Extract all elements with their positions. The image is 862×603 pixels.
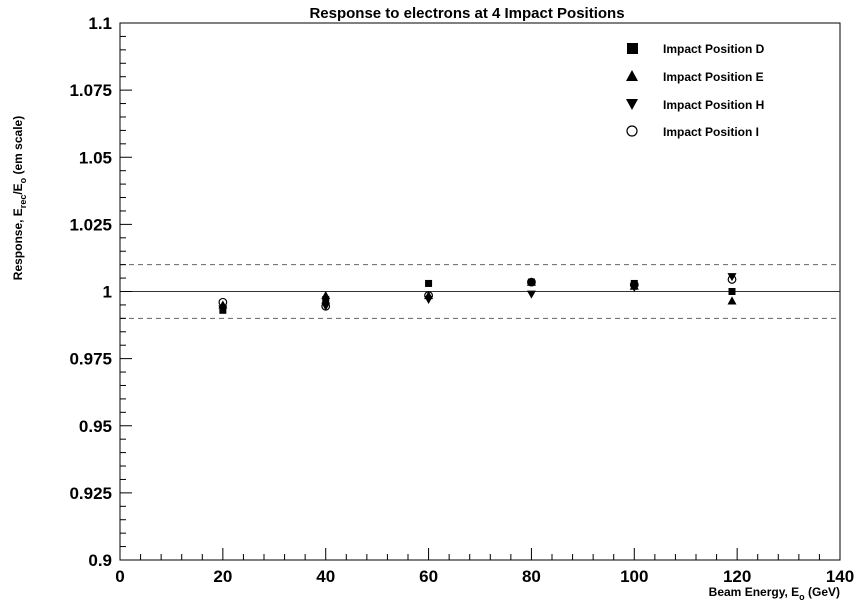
reference-lines [120,264,840,319]
data-point [526,277,536,286]
legend: Impact Position D Impact Position E Impact… [626,42,765,139]
legend-square-marker [627,43,638,54]
data-point [526,290,536,299]
x-axis-title: Beam Energy, Eo (GeV) [709,585,840,602]
x-tick-label: 40 [316,567,335,586]
x-tick-label: 140 [826,567,854,586]
x-tick-label: 80 [522,567,541,586]
data-point [728,288,736,295]
data-point [629,283,639,292]
y-tick-label: 1.05 [79,148,112,167]
x-tick-label: 120 [723,567,751,586]
data-point [218,305,228,314]
data-point [424,291,433,300]
legend-label: Impact Position H [663,98,764,112]
y-tick-label: 0.975 [69,350,112,369]
legend-label: Impact Position D [663,42,765,56]
y-axis-title: Response, Erec/Eo (em scale) [11,116,28,280]
legend-label: Impact Position E [663,70,764,84]
data-points [218,273,737,314]
y-axis: 0.9 0.925 0.95 0.975 1 1.025 1.05 1.075 1.1 [69,14,132,570]
chart-title: Response to electrons at 4 Impact Positi… [309,5,624,22]
y-tick-label: 1.025 [69,215,112,234]
x-tick-label: 100 [620,567,648,586]
legend-triangle-down-marker [626,99,638,110]
legend-triangle-up-marker [626,70,638,81]
data-point [321,291,331,300]
data-point [321,301,331,311]
x-tick-label: 0 [115,567,124,586]
legend-label: Impact Position I [663,125,759,139]
x-axis: 0 20 40 60 80 100 120 140 [115,548,854,586]
y-tick-label: 1 [103,283,112,302]
data-point [727,275,737,284]
y-tick-label: 0.9 [88,551,112,570]
x-tick-label: 20 [213,567,232,586]
data-point [727,273,737,282]
x-tick-label: 60 [419,567,438,586]
data-point [321,302,331,311]
data-point [322,296,330,304]
y-tick-label: 0.925 [69,484,112,503]
data-point [527,277,536,287]
y-tick-label: 1.1 [88,14,112,33]
data-point [629,280,639,290]
data-point [727,296,737,305]
data-point [218,297,228,307]
data-point [425,279,433,287]
legend-circle-marker [626,125,638,137]
data-point [424,295,434,305]
y-tick-label: 0.95 [79,417,112,436]
y-tick-label: 1.075 [69,81,112,100]
